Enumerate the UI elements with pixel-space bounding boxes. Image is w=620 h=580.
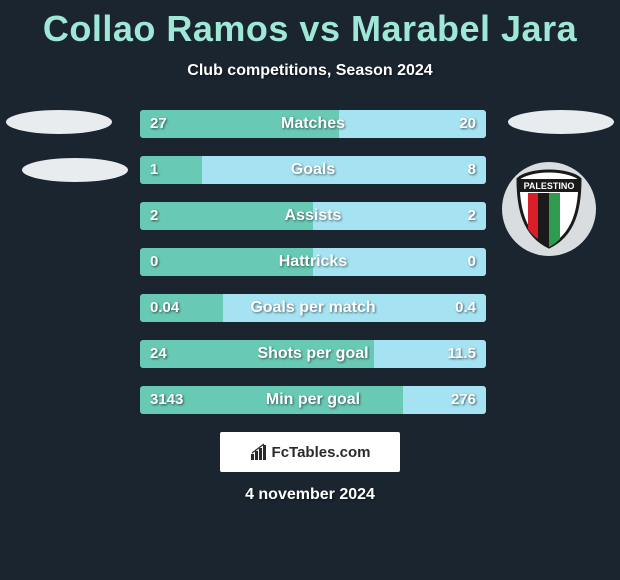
- stat-value-right: 20: [449, 110, 486, 138]
- page-title: Collao Ramos vs Marabel Jara: [0, 0, 620, 50]
- stat-value-right: 11.5: [438, 340, 486, 368]
- stat-value-left: 3143: [140, 386, 193, 414]
- stat-row: 18Goals: [140, 156, 486, 184]
- svg-text:PALESTINO: PALESTINO: [524, 181, 575, 191]
- stat-value-right: 0: [458, 248, 486, 276]
- stat-bar-right: [202, 156, 486, 184]
- stat-row: 3143276Min per goal: [140, 386, 486, 414]
- stat-value-left: 0.04: [140, 294, 189, 322]
- stat-row: 0.040.4Goals per match: [140, 294, 486, 322]
- stat-value-right: 2: [458, 202, 486, 230]
- chart-icon: [250, 443, 268, 461]
- stat-value-right: 8: [458, 156, 486, 184]
- stat-value-left: 1: [140, 156, 168, 184]
- player-left-placeholder-1: [6, 110, 112, 134]
- stat-value-left: 2: [140, 202, 168, 230]
- fctables-logo: FcTables.com: [220, 432, 400, 472]
- date-label: 4 november 2024: [0, 486, 620, 504]
- stat-row: 00Hattricks: [140, 248, 486, 276]
- stat-value-right: 276: [441, 386, 486, 414]
- palestino-crest-icon: PALESTINO: [502, 162, 596, 256]
- stat-bars: 2720Matches18Goals22Assists00Hattricks0.…: [140, 110, 486, 414]
- comparison-chart: PALESTINO 2720Matches18Goals22Assists00H…: [0, 110, 620, 414]
- stat-value-right: 0.4: [445, 294, 486, 322]
- stat-row: 22Assists: [140, 202, 486, 230]
- player-left-placeholder-2: [22, 158, 128, 182]
- stat-row: 2720Matches: [140, 110, 486, 138]
- footer-logo-text: FcTables.com: [272, 444, 371, 461]
- stat-row: 2411.5Shots per goal: [140, 340, 486, 368]
- stat-value-left: 0: [140, 248, 168, 276]
- stat-value-left: 24: [140, 340, 177, 368]
- stat-value-left: 27: [140, 110, 177, 138]
- subtitle: Club competitions, Season 2024: [0, 62, 620, 80]
- player-right-placeholder: [508, 110, 614, 134]
